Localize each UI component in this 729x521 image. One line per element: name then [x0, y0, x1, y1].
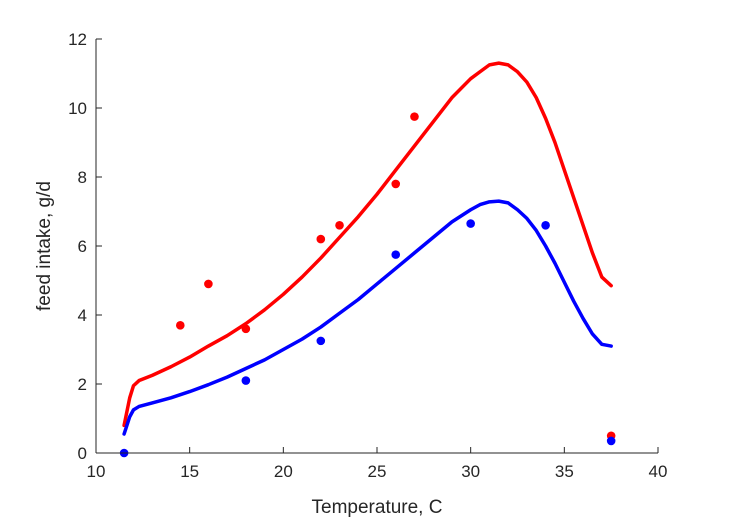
x-tick-label: 20	[274, 462, 293, 481]
series-1-curve	[122, 199, 613, 436]
series-0-point	[391, 179, 401, 189]
y-tick-label: 0	[78, 444, 87, 463]
y-tick-label: 8	[78, 168, 87, 187]
axes: 10 15 20 25 30 35 40 0 2 4 6 8 10 12	[68, 30, 667, 481]
series-1-point	[466, 219, 475, 228]
series-1	[119, 199, 616, 458]
plot-area	[119, 61, 616, 458]
x-tick-label: 40	[649, 462, 668, 481]
series-0-point	[316, 234, 326, 244]
series-0-point	[204, 279, 213, 289]
y-tick-label: 12	[68, 30, 87, 49]
x-tick-label: 15	[180, 462, 199, 481]
x-tick-label: 30	[461, 462, 480, 481]
series-1-point	[606, 436, 616, 446]
x-tick-label: 35	[555, 462, 574, 481]
series-1-point	[391, 250, 401, 259]
y-tick-label: 6	[78, 237, 87, 256]
series-1-point	[316, 336, 326, 346]
y-tick-label: 4	[78, 306, 87, 325]
x-axis-label: Temperature, C	[312, 497, 443, 518]
series-1-point	[241, 376, 251, 385]
series-0-point	[410, 112, 419, 121]
series-0-curve	[122, 61, 613, 428]
series-0-point	[176, 321, 185, 330]
series-0-point	[241, 324, 251, 334]
x-tick-label: 25	[368, 462, 387, 481]
y-tick-label: 2	[78, 375, 87, 394]
series-0-point	[335, 221, 344, 230]
x-tick-label: 10	[87, 462, 106, 481]
series-1-point	[541, 221, 550, 230]
y-tick-label: 10	[68, 99, 87, 118]
y-axis-label: feed intake, g/d	[34, 181, 55, 311]
